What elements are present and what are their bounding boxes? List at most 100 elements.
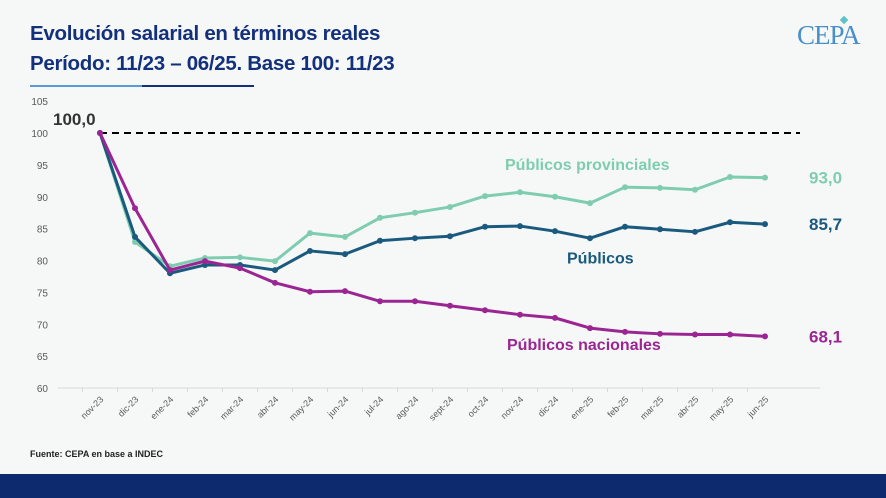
source-note: Fuente: CEPA en base a INDEC xyxy=(30,449,164,459)
data-point xyxy=(657,184,663,191)
data-point xyxy=(97,130,103,136)
data-point xyxy=(132,205,138,212)
data-point xyxy=(622,328,628,335)
end-value-label: 93,0 xyxy=(809,169,842,188)
x-tick-label: ene-25 xyxy=(569,394,596,421)
data-point xyxy=(412,298,418,305)
x-tick-label: sept-24 xyxy=(427,394,455,422)
series-line xyxy=(98,132,766,268)
title-underline-dark xyxy=(142,85,254,87)
data-point xyxy=(377,298,383,305)
y-tick-label: 65 xyxy=(37,352,49,363)
data-point xyxy=(412,209,418,216)
end-value-label: 68,1 xyxy=(809,327,842,346)
data-point xyxy=(762,221,768,228)
series-label-provinciales: Públicos provinciales xyxy=(505,157,670,174)
series-line xyxy=(98,132,766,275)
x-tick-label: abr-25 xyxy=(675,394,700,419)
x-tick-label: jun-24 xyxy=(325,394,350,419)
x-tick-label: abr-24 xyxy=(255,394,280,419)
data-point xyxy=(517,189,523,196)
y-tick-label: 60 xyxy=(37,384,49,395)
x-tick-label: oct-24 xyxy=(466,394,491,419)
data-point xyxy=(307,288,313,295)
line-chart: nov-23 dic-23 ene-24 feb-24 mar-24 abr-24 may-… xyxy=(31,97,842,423)
x-tick-label: mar-24 xyxy=(218,394,245,421)
x-tick-label: dic-24 xyxy=(536,394,560,418)
data-point xyxy=(482,223,488,230)
data-point xyxy=(657,226,663,233)
x-tick-label: may-25 xyxy=(707,394,735,422)
data-point xyxy=(307,247,313,254)
x-tick-label: nov-24 xyxy=(499,394,526,421)
data-point xyxy=(552,193,558,200)
x-tick-label: ene-24 xyxy=(149,394,176,421)
cepa-logo: CEPA xyxy=(797,20,861,50)
data-point xyxy=(342,233,348,240)
data-point xyxy=(692,331,698,338)
y-tick-label: 105 xyxy=(31,97,48,108)
data-point xyxy=(517,223,523,230)
y-tick-label: 85 xyxy=(37,225,49,236)
data-point xyxy=(447,302,453,309)
footer-band xyxy=(0,474,886,498)
data-point xyxy=(342,251,348,258)
data-point xyxy=(587,235,593,242)
x-tick-label: mar-25 xyxy=(638,394,665,421)
data-point xyxy=(552,314,558,321)
x-tick-label: dic-23 xyxy=(116,394,140,418)
data-point xyxy=(552,228,558,235)
data-point xyxy=(447,233,453,240)
data-point xyxy=(237,265,243,272)
x-tick-label: jul-24 xyxy=(362,394,385,417)
data-point xyxy=(237,254,243,261)
y-tick-label: 80 xyxy=(37,257,49,268)
reference-label: 100,0 xyxy=(53,110,96,129)
y-tick-label: 100 xyxy=(31,129,48,140)
chart-title: Evolución salarial en términos reales xyxy=(30,22,381,45)
data-point xyxy=(307,230,313,237)
data-point xyxy=(132,233,138,240)
y-tick-label: 95 xyxy=(37,161,49,172)
data-point xyxy=(587,200,593,207)
data-point xyxy=(517,311,523,318)
data-point xyxy=(762,333,768,340)
data-point xyxy=(692,228,698,235)
x-tick-label: nov-23 xyxy=(79,394,106,421)
data-point xyxy=(587,325,593,332)
x-tick-label: ago-24 xyxy=(394,394,421,421)
x-tick-label: feb-24 xyxy=(185,394,210,419)
data-point xyxy=(202,258,208,265)
data-point xyxy=(342,288,348,295)
data-point xyxy=(762,174,768,181)
data-point xyxy=(272,258,278,265)
data-point xyxy=(657,330,663,337)
data-point xyxy=(272,267,278,274)
end-value-label: 85,7 xyxy=(809,215,842,234)
data-point xyxy=(727,219,733,226)
data-point xyxy=(727,331,733,338)
data-point xyxy=(377,237,383,244)
series-label-nacionales: Públicos nacionales xyxy=(507,337,661,354)
data-point xyxy=(482,307,488,314)
y-tick-label: 90 xyxy=(37,193,49,204)
data-point xyxy=(692,186,698,193)
series-label-publicos: Públicos xyxy=(567,250,634,267)
y-tick-label: 75 xyxy=(37,288,49,299)
data-point xyxy=(167,267,173,274)
data-point xyxy=(377,214,383,221)
chart-subtitle: Período: 11/23 – 06/25. Base 100: 11/23 xyxy=(30,52,395,75)
data-point xyxy=(727,173,733,180)
x-tick-label: feb-25 xyxy=(605,394,630,419)
title-underline-light xyxy=(30,85,142,87)
x-tick-label: may-24 xyxy=(287,394,315,422)
data-point xyxy=(412,235,418,242)
y-tick-label: 70 xyxy=(37,320,49,331)
data-point xyxy=(622,184,628,191)
x-tick-label: jun-25 xyxy=(745,394,770,419)
data-point xyxy=(482,193,488,200)
data-point xyxy=(447,203,453,210)
data-point xyxy=(272,279,278,286)
series-line xyxy=(98,132,766,338)
data-point xyxy=(622,223,628,230)
